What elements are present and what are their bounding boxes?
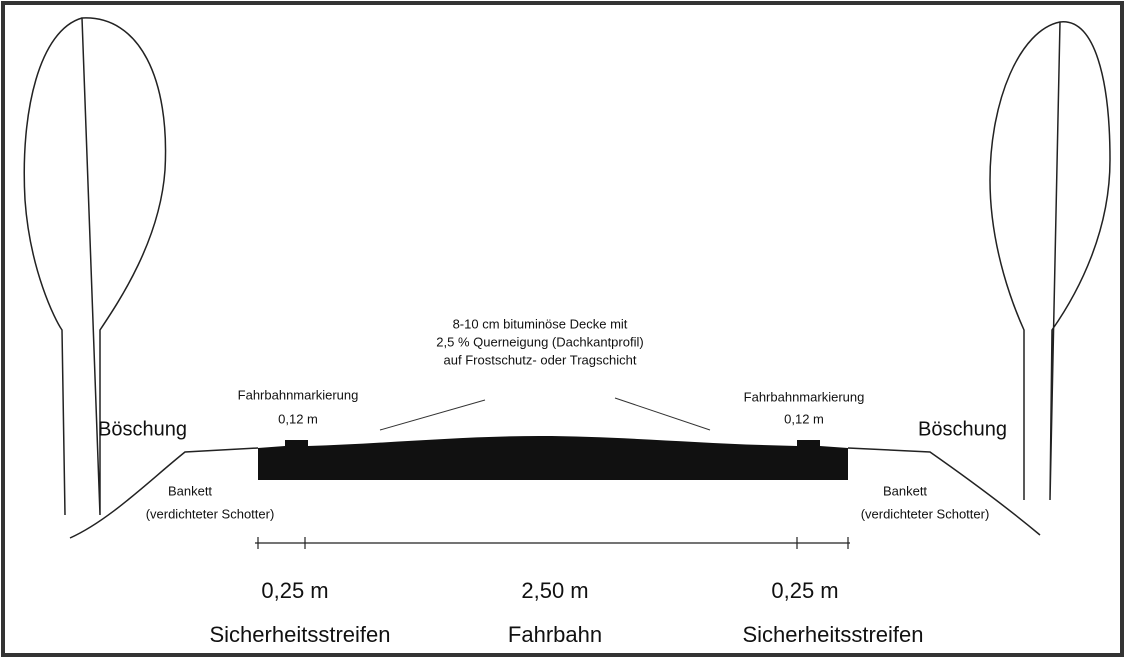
marking-label: Fahrbahnmarkierung xyxy=(744,389,865,404)
annotation-line: 8-10 cm bituminöse Decke mit xyxy=(453,316,628,331)
annotation-line: auf Frostschutz- oder Tragschicht xyxy=(444,352,637,367)
annotation-line: 2,5 % Querneigung (Dachkantprofil) xyxy=(436,334,643,349)
dimension-label: Sicherheitsstreifen xyxy=(210,622,391,647)
dimension-label: Fahrbahn xyxy=(508,622,602,647)
shoulder-detail: (verdichteter Schotter) xyxy=(861,506,990,521)
slope-label: Böschung xyxy=(98,418,187,440)
leader-line xyxy=(614,397,711,431)
dimension-width: 0,25 m xyxy=(771,578,838,603)
shoulder-label: Bankett xyxy=(883,483,927,498)
tree-right xyxy=(989,21,1111,501)
dimension-line xyxy=(255,537,850,549)
shoulder-detail: (verdichteter Schotter) xyxy=(146,506,275,521)
slope-label: Böschung xyxy=(918,418,1007,440)
marking-width: 0,12 m xyxy=(784,411,824,426)
tree-left xyxy=(23,17,167,516)
marking-label: Fahrbahnmarkierung xyxy=(238,387,359,402)
ground-line xyxy=(69,447,1041,539)
marking-width: 0,12 m xyxy=(278,411,318,426)
dimension-label: Sicherheitsstreifen xyxy=(743,622,924,647)
leader-line xyxy=(379,399,486,431)
dimension-width: 2,50 m xyxy=(521,578,588,603)
road-body xyxy=(258,436,848,480)
dimension-width: 0,25 m xyxy=(261,578,328,603)
shoulder-label: Bankett xyxy=(168,483,212,498)
